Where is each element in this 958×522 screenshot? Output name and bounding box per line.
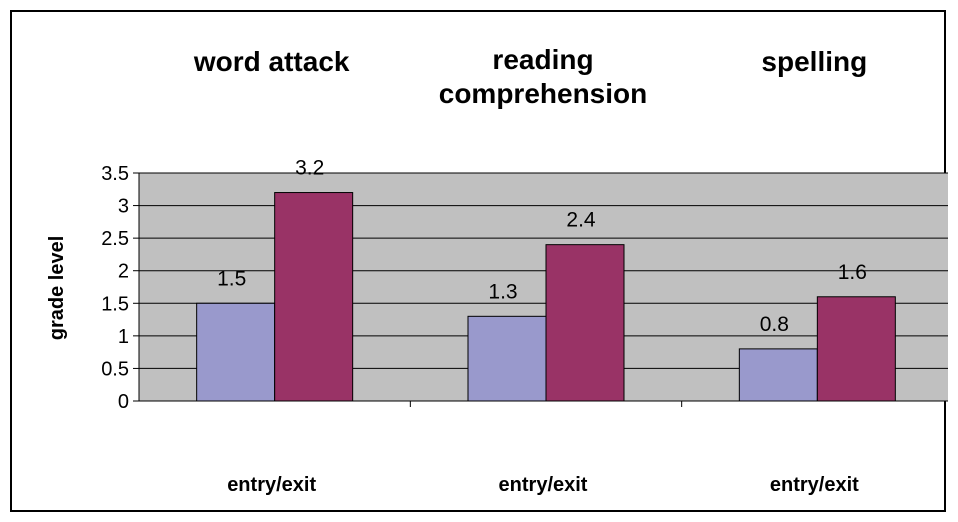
exit-bar bbox=[274, 192, 354, 402]
group-title: reading bbox=[492, 44, 593, 75]
entry-value-label: 0.8 bbox=[760, 313, 789, 336]
entry-bar bbox=[738, 348, 818, 402]
y-tick-label: 3.5 bbox=[101, 163, 129, 185]
y-tick-label: 3 bbox=[118, 196, 129, 218]
exit-value-label: 2.4 bbox=[566, 209, 596, 232]
data-labels: 1.5 3.2 1.3 2.4 0.8 1.6 bbox=[217, 157, 867, 336]
entry-value-label: 1.5 bbox=[217, 267, 246, 290]
y-tick-label: 1 bbox=[118, 326, 129, 348]
y-tick-label: 2 bbox=[118, 261, 129, 283]
exit-bar bbox=[816, 296, 896, 402]
chart-frame: 0 0.5 1 1.5 2 2.5 3 3.5 1.5 3.2 1.3 2.4 0.8 1.6 word… bbox=[10, 10, 948, 512]
y-tick-label: 0.5 bbox=[101, 358, 129, 380]
group-title: word attack bbox=[193, 46, 350, 77]
category-label: entry/exit bbox=[499, 474, 588, 496]
entry-value-label: 1.3 bbox=[488, 280, 517, 303]
exit-bar bbox=[545, 244, 625, 402]
entry-bar bbox=[196, 302, 276, 402]
y-tick-label: 1.5 bbox=[101, 293, 129, 315]
category-label: entry/exit bbox=[227, 474, 316, 496]
group-title: spelling bbox=[761, 46, 867, 77]
entry-bar bbox=[467, 315, 547, 402]
y-tick-label: 0 bbox=[118, 391, 129, 413]
y-tick-labels: 0 0.5 1 1.5 2 2.5 3 3.5 bbox=[101, 163, 139, 413]
category-label: entry/exit bbox=[770, 474, 859, 496]
y-axis-title: grade level bbox=[46, 236, 68, 341]
exit-value-label: 1.6 bbox=[838, 261, 867, 284]
y-tick-label: 2.5 bbox=[101, 228, 129, 250]
bar-chart: 0 0.5 1 1.5 2 2.5 3 3.5 1.5 3.2 1.3 2.4 0.8 1.6 word… bbox=[46, 44, 948, 496]
category-labels: entry/exit entry/exit entry/exit bbox=[227, 401, 859, 496]
group-title: comprehension bbox=[439, 78, 647, 109]
bars bbox=[196, 192, 896, 402]
exit-value-label: 3.2 bbox=[295, 157, 324, 180]
